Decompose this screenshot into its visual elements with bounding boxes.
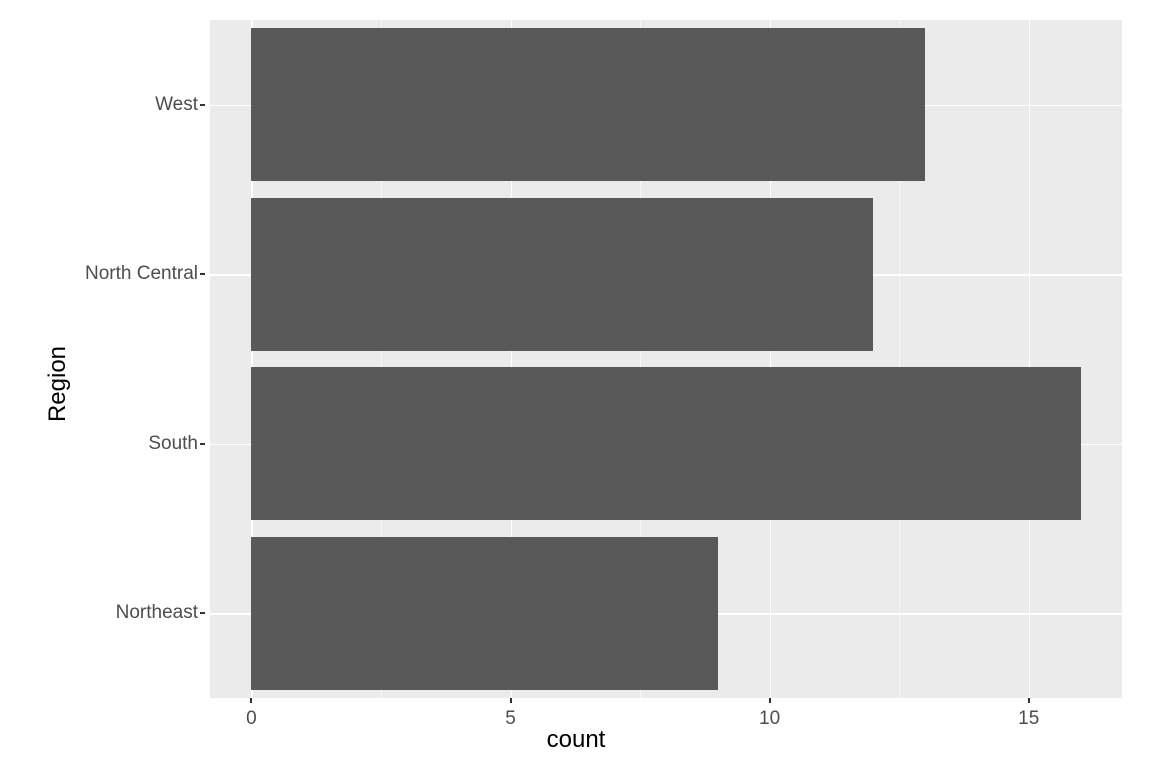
chart-container: Region NortheastSouthNorth CentralWest 0… xyxy=(10,10,1142,758)
x-tick-label: 5 xyxy=(505,708,516,730)
bar-northeast xyxy=(251,537,717,690)
x-tick-labels: 0 5 10 15 xyxy=(210,704,1122,728)
y-tick-label: West xyxy=(155,94,198,116)
y-tick-label: South xyxy=(148,433,198,455)
x-tick-mark xyxy=(250,698,252,703)
y-tick-label: North Central xyxy=(85,263,198,285)
x-tick-mark xyxy=(510,698,512,703)
y-tick-labels: Northeast South North Central West xyxy=(58,20,198,698)
plot-area xyxy=(210,20,1122,698)
bar-south xyxy=(251,367,1080,520)
x-tick-label: 10 xyxy=(759,708,780,730)
y-tick-mark xyxy=(200,612,205,614)
grid-v-major xyxy=(1029,20,1031,698)
x-tick-label: 15 xyxy=(1018,708,1039,730)
bar-west xyxy=(251,28,925,181)
x-tick-label: 0 xyxy=(246,708,257,730)
y-tick-mark xyxy=(200,273,205,275)
x-tick-mark xyxy=(1028,698,1030,703)
bar-north-central xyxy=(251,198,873,351)
x-axis-title: count xyxy=(547,726,606,754)
y-tick-label: Northeast xyxy=(116,602,198,624)
y-tick-mark xyxy=(200,104,205,106)
x-tick-mark xyxy=(769,698,771,703)
y-tick-mark xyxy=(200,443,205,445)
